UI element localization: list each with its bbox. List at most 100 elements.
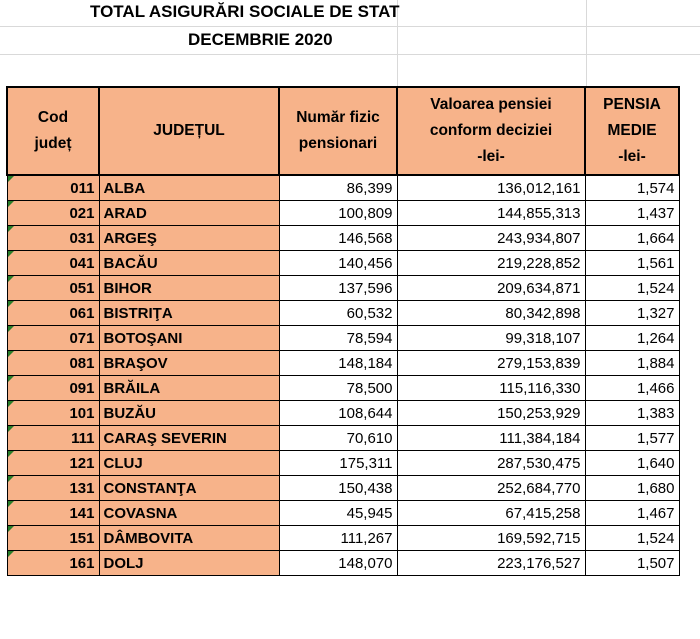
pensioners-count-cell[interactable]: 45,945 <box>278 500 398 526</box>
pensioners-count-cell[interactable]: 86,399 <box>278 174 398 201</box>
pensioners-count-cell[interactable]: 137,596 <box>278 275 398 301</box>
table-row[interactable]: 011 ALBA 86,399 136,012,161 1,574 <box>6 174 680 201</box>
county-name-cell[interactable]: ARGEŞ <box>98 225 280 251</box>
table-row[interactable]: 021 ARAD 100,809 144,855,313 1,437 <box>6 200 680 226</box>
table-row[interactable]: 031 ARGEŞ 146,568 243,934,807 1,664 <box>6 225 680 251</box>
average-pension-cell[interactable]: 1,466 <box>584 375 680 401</box>
average-pension-cell[interactable]: 1,640 <box>584 450 680 476</box>
table-row[interactable]: 071 BOTOŞANI 78,594 99,318,107 1,264 <box>6 325 680 351</box>
header-average-pension[interactable]: PENSIA MEDIE -lei- <box>584 86 680 176</box>
pensioners-count-cell[interactable]: 111,267 <box>278 525 398 551</box>
average-pension-cell[interactable]: 1,884 <box>584 350 680 376</box>
average-pension-cell[interactable]: 1,467 <box>584 500 680 526</box>
pension-value-cell[interactable]: 111,384,184 <box>396 425 586 451</box>
county-name-cell[interactable]: BRAŞOV <box>98 350 280 376</box>
pensioners-count-cell[interactable]: 148,070 <box>278 550 398 576</box>
county-code-cell[interactable]: 041 <box>6 250 100 276</box>
table-row[interactable]: 061 BISTRIŢA 60,532 80,342,898 1,327 <box>6 300 680 326</box>
average-pension-cell[interactable]: 1,437 <box>584 200 680 226</box>
average-pension-cell[interactable]: 1,507 <box>584 550 680 576</box>
average-pension-cell[interactable]: 1,577 <box>584 425 680 451</box>
county-code-cell[interactable]: 031 <box>6 225 100 251</box>
pension-value-cell[interactable]: 80,342,898 <box>396 300 586 326</box>
average-pension-cell[interactable]: 1,561 <box>584 250 680 276</box>
pensioners-count-cell[interactable]: 78,500 <box>278 375 398 401</box>
table-row[interactable]: 131 CONSTANŢA 150,438 252,684,770 1,680 <box>6 475 680 501</box>
county-code-cell[interactable]: 111 <box>6 425 100 451</box>
county-name-cell[interactable]: BACĂU <box>98 250 280 276</box>
table-row[interactable]: 041 BACĂU 140,456 219,228,852 1,561 <box>6 250 680 276</box>
county-name-cell[interactable]: BUZĂU <box>98 400 280 426</box>
pension-value-cell[interactable]: 209,634,871 <box>396 275 586 301</box>
average-pension-cell[interactable]: 1,524 <box>584 525 680 551</box>
county-code-cell[interactable]: 051 <box>6 275 100 301</box>
county-code-cell[interactable]: 161 <box>6 550 100 576</box>
average-pension-cell[interactable]: 1,383 <box>584 400 680 426</box>
county-name-cell[interactable]: ARAD <box>98 200 280 226</box>
pensioners-count-cell[interactable]: 100,809 <box>278 200 398 226</box>
table-row[interactable]: 081 BRAŞOV 148,184 279,153,839 1,884 <box>6 350 680 376</box>
county-code-cell[interactable]: 101 <box>6 400 100 426</box>
county-name-cell[interactable]: DÂMBOVITA <box>98 525 280 551</box>
county-code-cell[interactable]: 011 <box>6 174 100 201</box>
pensioners-count-cell[interactable]: 175,311 <box>278 450 398 476</box>
pension-value-cell[interactable]: 219,228,852 <box>396 250 586 276</box>
county-code-cell[interactable]: 131 <box>6 475 100 501</box>
pension-value-cell[interactable]: 67,415,258 <box>396 500 586 526</box>
average-pension-cell[interactable]: 1,327 <box>584 300 680 326</box>
county-name-cell[interactable]: BRĂILA <box>98 375 280 401</box>
header-county[interactable]: JUDEȚUL <box>98 86 280 176</box>
pension-value-cell[interactable]: 99,318,107 <box>396 325 586 351</box>
average-pension-cell[interactable]: 1,664 <box>584 225 680 251</box>
pension-value-cell[interactable]: 144,855,313 <box>396 200 586 226</box>
pension-value-cell[interactable]: 136,012,161 <box>396 174 586 201</box>
county-name-cell[interactable]: BIHOR <box>98 275 280 301</box>
pension-value-cell[interactable]: 150,253,929 <box>396 400 586 426</box>
pension-value-cell[interactable]: 223,176,527 <box>396 550 586 576</box>
county-name-cell[interactable]: BISTRIŢA <box>98 300 280 326</box>
county-name-cell[interactable]: CONSTANŢA <box>98 475 280 501</box>
pensioners-count-cell[interactable]: 146,568 <box>278 225 398 251</box>
pension-value-cell[interactable]: 115,116,330 <box>396 375 586 401</box>
county-code-cell[interactable]: 081 <box>6 350 100 376</box>
pensioners-count-cell[interactable]: 70,610 <box>278 425 398 451</box>
table-row[interactable]: 101 BUZĂU 108,644 150,253,929 1,383 <box>6 400 680 426</box>
table-row[interactable]: 091 BRĂILA 78,500 115,116,330 1,466 <box>6 375 680 401</box>
table-row[interactable]: 161 DOLJ 148,070 223,176,527 1,507 <box>6 550 680 576</box>
county-code-cell[interactable]: 121 <box>6 450 100 476</box>
pensioners-count-cell[interactable]: 150,438 <box>278 475 398 501</box>
county-code-cell[interactable]: 061 <box>6 300 100 326</box>
county-code-cell[interactable]: 071 <box>6 325 100 351</box>
table-row[interactable]: 111 CARAŞ SEVERIN 70,610 111,384,184 1,577 <box>6 425 680 451</box>
county-name-cell[interactable]: BOTOŞANI <box>98 325 280 351</box>
county-code-cell[interactable]: 151 <box>6 525 100 551</box>
pension-value-cell[interactable]: 243,934,807 <box>396 225 586 251</box>
table-row[interactable]: 121 CLUJ 175,311 287,530,475 1,640 <box>6 450 680 476</box>
header-pension-value[interactable]: Valoarea pensiei conform deciziei -lei- <box>396 86 586 176</box>
county-name-cell[interactable]: DOLJ <box>98 550 280 576</box>
county-name-cell[interactable]: CLUJ <box>98 450 280 476</box>
county-name-cell[interactable]: COVASNA <box>98 500 280 526</box>
pensioners-count-cell[interactable]: 60,532 <box>278 300 398 326</box>
average-pension-cell[interactable]: 1,524 <box>584 275 680 301</box>
header-pensioners[interactable]: Număr fizic pensionari <box>278 86 398 176</box>
pension-value-cell[interactable]: 279,153,839 <box>396 350 586 376</box>
average-pension-cell[interactable]: 1,680 <box>584 475 680 501</box>
table-row[interactable]: 141 COVASNA 45,945 67,415,258 1,467 <box>6 500 680 526</box>
county-code-cell[interactable]: 141 <box>6 500 100 526</box>
county-name-cell[interactable]: CARAŞ SEVERIN <box>98 425 280 451</box>
county-code-cell[interactable]: 021 <box>6 200 100 226</box>
average-pension-cell[interactable]: 1,574 <box>584 174 680 201</box>
table-row[interactable]: 051 BIHOR 137,596 209,634,871 1,524 <box>6 275 680 301</box>
header-code[interactable]: Cod județ <box>6 86 100 176</box>
pension-value-cell[interactable]: 252,684,770 <box>396 475 586 501</box>
pensioners-count-cell[interactable]: 78,594 <box>278 325 398 351</box>
county-code-cell[interactable]: 091 <box>6 375 100 401</box>
pension-value-cell[interactable]: 169,592,715 <box>396 525 586 551</box>
pension-value-cell[interactable]: 287,530,475 <box>396 450 586 476</box>
pensioners-count-cell[interactable]: 140,456 <box>278 250 398 276</box>
pensioners-count-cell[interactable]: 108,644 <box>278 400 398 426</box>
county-name-cell[interactable]: ALBA <box>98 174 280 201</box>
table-row[interactable]: 151 DÂMBOVITA 111,267 169,592,715 1,524 <box>6 525 680 551</box>
average-pension-cell[interactable]: 1,264 <box>584 325 680 351</box>
